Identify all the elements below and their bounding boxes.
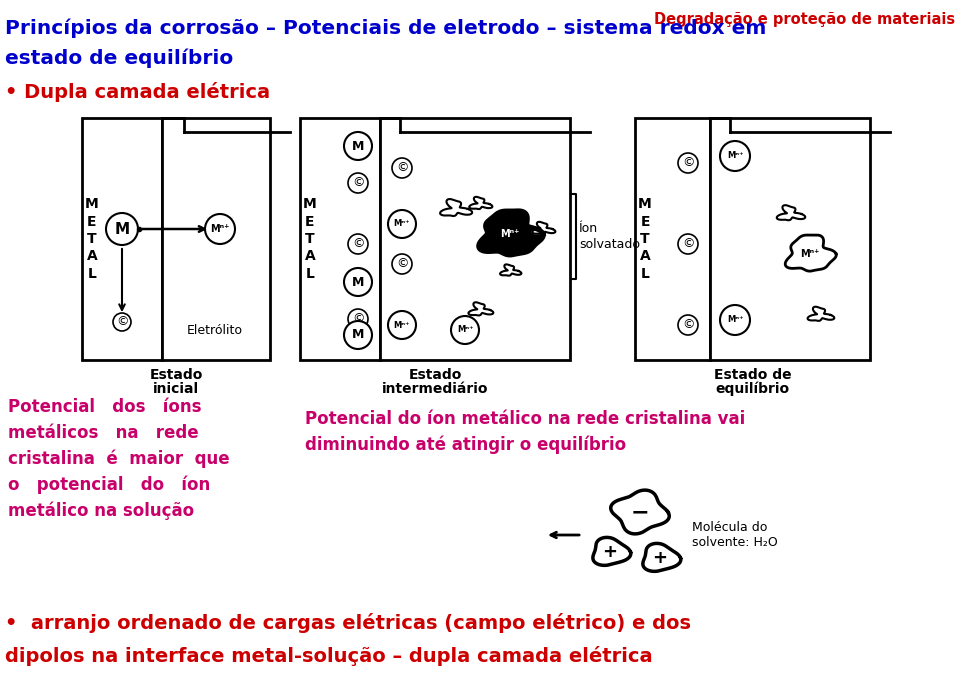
Circle shape: [344, 268, 372, 296]
Polygon shape: [785, 235, 836, 271]
Text: •  arranjo ordenado de cargas elétricas (campo elétrico) e dos: • arranjo ordenado de cargas elétricas (…: [5, 613, 691, 633]
Text: inicial: inicial: [153, 382, 199, 396]
Text: Mⁿ⁺: Mⁿ⁺: [500, 229, 519, 239]
Text: M: M: [351, 329, 364, 341]
Text: −: −: [631, 502, 649, 522]
Polygon shape: [643, 543, 681, 571]
Polygon shape: [500, 264, 521, 276]
Circle shape: [678, 153, 698, 173]
Text: +: +: [653, 549, 667, 567]
Circle shape: [348, 234, 368, 254]
Text: Estado de: Estado de: [713, 368, 791, 382]
Text: equilíbrio: equilíbrio: [715, 382, 789, 397]
Text: M: M: [351, 140, 364, 152]
Text: ©: ©: [116, 316, 129, 329]
Bar: [635, 118, 710, 360]
Text: Mⁿ⁺: Mⁿ⁺: [394, 220, 410, 229]
Circle shape: [344, 132, 372, 160]
Circle shape: [348, 309, 368, 329]
Polygon shape: [611, 490, 669, 534]
Text: Molécula do
solvente: H₂O: Molécula do solvente: H₂O: [692, 521, 778, 549]
Text: ©: ©: [396, 161, 408, 174]
Text: dipolos na interface metal-solução – dupla camada elétrica: dipolos na interface metal-solução – dup…: [5, 646, 653, 666]
Circle shape: [392, 158, 412, 178]
Circle shape: [678, 315, 698, 335]
Text: ©: ©: [396, 258, 408, 270]
Circle shape: [344, 321, 372, 349]
Circle shape: [388, 210, 416, 238]
Polygon shape: [532, 222, 556, 234]
Text: Potencial do íon metálico na rede cristalina vai: Potencial do íon metálico na rede crista…: [305, 410, 745, 428]
Text: ©: ©: [682, 238, 694, 250]
Text: +: +: [603, 543, 617, 561]
Bar: [300, 118, 380, 360]
Text: diminuindo até atingir o equilíbrio: diminuindo até atingir o equilíbrio: [305, 436, 626, 455]
Text: Princípios da corrosão – Potenciais de eletrodo – sistema redox em: Princípios da corrosão – Potenciais de e…: [5, 18, 766, 38]
Text: • Dupla camada elétrica: • Dupla camada elétrica: [5, 82, 270, 102]
Text: ©: ©: [682, 318, 694, 332]
Text: ©: ©: [351, 313, 364, 325]
Text: Eletrólito: Eletrólito: [187, 323, 243, 336]
Text: M
E
T
A
L: M E T A L: [85, 197, 99, 281]
Text: Mⁿ⁺: Mⁿ⁺: [727, 152, 743, 161]
Text: ©: ©: [351, 238, 364, 250]
Circle shape: [106, 213, 138, 245]
Circle shape: [720, 305, 750, 335]
Circle shape: [205, 214, 235, 244]
Text: M: M: [351, 275, 364, 288]
Bar: [162, 118, 270, 360]
Text: estado de equilíbrio: estado de equilíbrio: [5, 48, 233, 67]
Text: Estado: Estado: [408, 368, 462, 382]
Circle shape: [388, 311, 416, 339]
Text: Mⁿ⁺: Mⁿ⁺: [394, 320, 410, 329]
Text: Mⁿ⁺: Mⁿ⁺: [210, 224, 229, 234]
Circle shape: [113, 313, 131, 331]
Polygon shape: [479, 211, 543, 255]
Text: ©: ©: [682, 156, 694, 170]
Text: Íon
solvatado: Íon solvatado: [579, 222, 640, 251]
Circle shape: [451, 316, 479, 344]
Polygon shape: [777, 205, 805, 220]
Text: M
E
T
A
L: M E T A L: [638, 197, 652, 281]
Polygon shape: [468, 302, 493, 316]
Text: metálicos   na   rede: metálicos na rede: [8, 424, 199, 442]
Polygon shape: [469, 197, 492, 209]
Text: Estado: Estado: [150, 368, 203, 382]
Bar: [82, 118, 162, 360]
Text: Mⁿ⁺: Mⁿ⁺: [457, 325, 473, 334]
Text: Mⁿ⁺: Mⁿ⁺: [801, 249, 820, 259]
Bar: [380, 118, 570, 360]
Text: Mⁿ⁺: Mⁿ⁺: [727, 316, 743, 325]
Circle shape: [720, 141, 750, 171]
Text: o   potencial   do   íon: o potencial do íon: [8, 476, 210, 495]
Circle shape: [678, 234, 698, 254]
Text: M: M: [114, 222, 130, 236]
Bar: [710, 118, 870, 360]
Text: ©: ©: [351, 177, 364, 190]
Circle shape: [348, 173, 368, 193]
Text: intermediário: intermediário: [382, 382, 489, 396]
Text: Potencial   dos   íons: Potencial dos íons: [8, 398, 202, 416]
Polygon shape: [440, 199, 472, 216]
Polygon shape: [807, 306, 834, 321]
Text: metálico na solução: metálico na solução: [8, 502, 194, 521]
Polygon shape: [593, 537, 631, 565]
Text: M
E
T
A
L: M E T A L: [303, 197, 317, 281]
Circle shape: [392, 254, 412, 274]
Text: cristalina  é  maior  que: cristalina é maior que: [8, 450, 229, 468]
Text: Degradação e proteção de materiais: Degradação e proteção de materiais: [654, 12, 955, 27]
